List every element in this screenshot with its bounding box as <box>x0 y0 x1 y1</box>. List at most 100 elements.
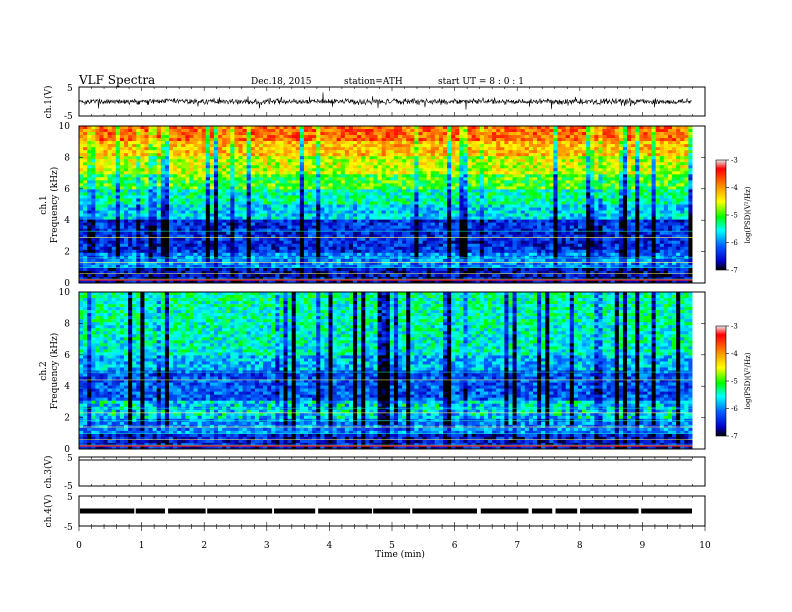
spectrogram-cell <box>631 162 636 166</box>
spectrogram-cell <box>230 213 235 217</box>
spectrogram-cell <box>275 171 280 175</box>
spectrogram-cell <box>218 207 223 211</box>
spectrogram-cell <box>250 204 256 208</box>
spectrogram-cell <box>316 180 321 184</box>
spectrogram-cell <box>344 126 350 130</box>
spectrogram-cell <box>160 165 166 169</box>
spectrogram-cell <box>553 126 558 130</box>
spectrogram-cell <box>402 198 407 202</box>
spectrogram-cell <box>324 126 329 130</box>
spectrogram-cell <box>332 198 337 202</box>
spectrogram-cell <box>103 126 108 130</box>
spectrogram-cell <box>402 126 407 130</box>
spectrogram-cell <box>463 216 468 220</box>
spectrogram-cell <box>111 153 117 157</box>
spectrogram-cell <box>410 156 415 160</box>
spectrogram-cell <box>230 192 235 196</box>
spectrogram-cell <box>500 129 505 133</box>
spectrogram-cell <box>115 192 121 196</box>
spectrogram-cell <box>312 132 317 136</box>
spectrogram-cell <box>189 147 194 151</box>
spectrogram-cell <box>606 126 611 130</box>
spectrogram-cell <box>520 192 526 196</box>
spectrogram-cell <box>627 159 632 163</box>
spectrogram-cell <box>385 195 391 199</box>
spectrogram-cell <box>496 150 501 154</box>
spectrogram-cell <box>516 141 522 145</box>
spectrogram-cell <box>168 213 174 217</box>
spectrogram-cell <box>173 138 178 142</box>
spectrogram-cell <box>434 141 440 145</box>
spectrogram-cell <box>295 189 301 193</box>
spectrogram-cell <box>684 174 689 178</box>
spectrogram-cell <box>353 177 358 181</box>
spectrogram-cell <box>271 177 276 181</box>
spectrogram-cell <box>487 153 493 157</box>
spectrogram-cell <box>218 153 223 157</box>
spectrogram-cell <box>524 141 530 145</box>
spectrogram-cell <box>663 150 669 154</box>
spectrogram-cell <box>676 156 681 160</box>
spectrogram-cell <box>451 165 456 169</box>
spectrogram-cell <box>218 189 223 193</box>
spectrogram-cell <box>402 177 407 181</box>
spectrogram-cell <box>258 141 264 145</box>
spectrogram-cell <box>148 186 153 190</box>
spectrogram-cell <box>168 189 174 193</box>
spectrogram-cell <box>426 132 432 136</box>
spectrogram-cell <box>361 219 366 223</box>
spectrogram-cell <box>209 207 215 211</box>
spectrogram-cell <box>119 132 125 136</box>
spectrogram-cell <box>541 204 546 208</box>
spectrogram-cell <box>148 207 153 211</box>
spectrogram-cell <box>594 165 599 169</box>
spectrogram-cell <box>655 153 661 157</box>
spectrogram-cell <box>185 189 190 193</box>
spectrogram-cell <box>385 201 391 205</box>
spectrogram-cell <box>659 126 665 130</box>
spectrogram-cell <box>549 219 554 223</box>
spectrogram-cell <box>414 174 419 178</box>
spectrogram-cell <box>185 135 190 139</box>
spectrogram-cell <box>487 141 493 145</box>
spectrogram-cell <box>103 138 108 142</box>
spectrogram-cell <box>103 135 108 139</box>
spectrogram-cell <box>467 165 472 169</box>
spectrogram-cell <box>398 156 403 160</box>
spectrogram-cell <box>467 213 472 217</box>
spectrogram-cell <box>557 192 562 196</box>
spectrogram-cell <box>336 171 342 175</box>
spectrogram-cell <box>275 213 280 217</box>
spectrogram-cell <box>222 162 227 166</box>
spectrogram-cell <box>618 213 624 217</box>
spectrogram-cell <box>553 174 558 178</box>
spectrogram-cell <box>618 180 624 184</box>
spectrogram-cell <box>410 132 415 136</box>
spectrogram-cell <box>152 129 158 133</box>
spectrogram-cell <box>537 186 542 190</box>
spectrogram-cell <box>83 201 88 205</box>
spectrogram-cell <box>688 189 693 193</box>
spectrogram-cell <box>99 141 104 145</box>
spectrogram-cell <box>467 153 472 157</box>
spectrogram-cell <box>667 198 673 202</box>
spectrogram-cell <box>123 201 129 205</box>
spectrogram-cell <box>467 150 472 154</box>
spectrogram-cell <box>438 144 444 148</box>
spectrogram-cell <box>667 150 673 154</box>
spectrogram-cell <box>667 147 673 151</box>
spectrogram-cell <box>328 198 333 202</box>
spectrogram-cell <box>87 195 92 199</box>
spectrogram-cell <box>573 216 579 220</box>
spectrogram-cell <box>463 144 468 148</box>
spectrogram-cell <box>238 141 243 145</box>
spectrogram-cell <box>483 192 489 196</box>
spectrogram-cell <box>328 171 333 175</box>
spectrogram-cell <box>680 171 685 175</box>
spectrogram-cell <box>201 210 207 214</box>
spectrogram-cell <box>479 138 485 142</box>
spectrogram-cell <box>565 159 571 163</box>
spectrogram-cell <box>410 222 415 226</box>
spectrogram-cell <box>438 165 444 169</box>
spectrogram-cell <box>443 156 448 160</box>
